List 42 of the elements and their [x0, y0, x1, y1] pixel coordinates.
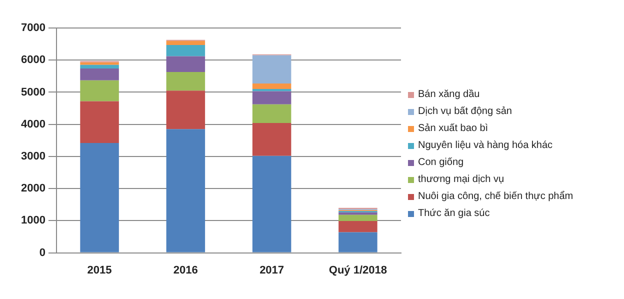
bar [80, 142, 119, 252]
bar [338, 221, 378, 232]
bar [80, 68, 119, 80]
legend-label: Nguyên liệu và hàng hóa khác [418, 140, 553, 151]
x-tick-label: 2015 [87, 264, 112, 276]
bar [166, 56, 206, 72]
y-tick-label: 1000 [20, 214, 46, 227]
bar [80, 64, 119, 68]
x-tick-label: Quý 1/2018 [328, 264, 387, 276]
bar [338, 214, 378, 222]
x-tick-label: 2016 [173, 264, 198, 276]
bar [80, 62, 119, 65]
bar [252, 91, 292, 104]
y-tick-label: 2000 [20, 182, 46, 195]
y-tick-label: 0 [39, 246, 46, 259]
bar [252, 104, 292, 124]
legend-label: Nuôi gia công, chế biến thực phẩm [418, 191, 574, 202]
bar [338, 232, 378, 252]
y-tick-label: 6000 [20, 54, 46, 66]
y-tick-label: 3000 [20, 150, 46, 162]
bar [252, 123, 292, 156]
bar [166, 90, 206, 130]
bar [80, 101, 119, 143]
x-tick-label: 2017 [260, 264, 284, 276]
bar [338, 212, 378, 215]
legend-label: Con giống [418, 157, 464, 168]
legend-label: thương mại dịch vụ [418, 174, 504, 185]
legend-label: Bán xăng dầu [418, 89, 480, 100]
legend-label: Thức ăn gia súc [418, 208, 490, 219]
y-tick-label: 7000 [20, 22, 46, 34]
legend-label: Sản xuất bao bì [418, 123, 488, 134]
y-tick-label: 4000 [20, 118, 46, 130]
legend-label: Dịch vụ bất động sản [418, 106, 512, 117]
bar [166, 40, 206, 46]
bar [166, 72, 206, 91]
y-tick-label: 5000 [20, 86, 46, 98]
bar [166, 45, 206, 56]
bar [252, 156, 292, 252]
bar [166, 129, 206, 252]
bar [252, 55, 292, 84]
bar [252, 84, 292, 90]
bar [80, 80, 119, 102]
